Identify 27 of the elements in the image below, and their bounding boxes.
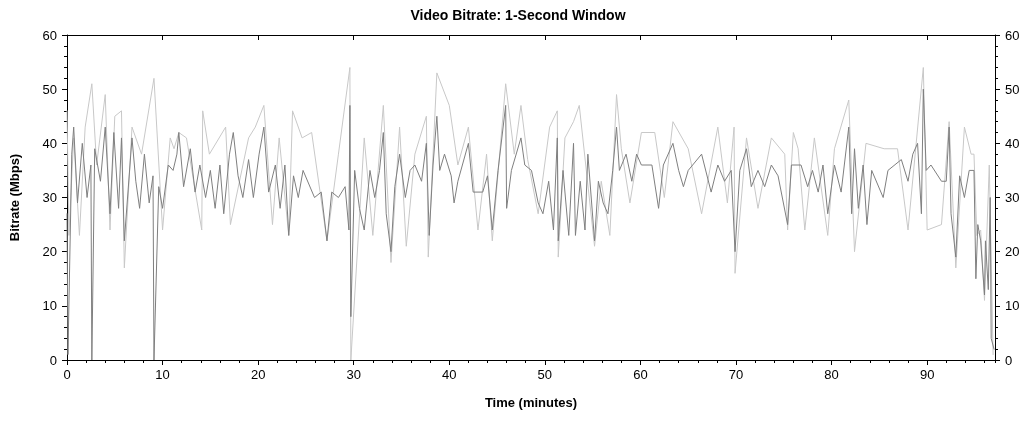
x-tick-label: 60: [633, 367, 648, 382]
x-tick-label: 10: [155, 367, 170, 382]
x-tick-label: 80: [824, 367, 839, 382]
y2-tick-label: 0: [1005, 352, 1013, 368]
x-tick-label: 50: [537, 367, 553, 382]
y2-tick-label: 40: [1005, 135, 1020, 151]
x-tick-label: 70: [728, 367, 744, 382]
y2-tick-label: 10: [1005, 298, 1020, 314]
y2-tick-label: 20: [1005, 244, 1020, 260]
y-tick-label: 40: [42, 135, 57, 151]
x-tick-label: 20: [250, 367, 266, 382]
x-tick-label: 40: [442, 367, 457, 382]
y-tick-label: 0: [49, 352, 57, 368]
y2-tick-label: 30: [1005, 190, 1020, 205]
chart-title: Video Bitrate: 1-Second Window: [410, 7, 626, 23]
x-tick-label: 0: [63, 367, 71, 382]
y-tick-label: 60: [42, 27, 57, 43]
y-tick-label: 50: [42, 81, 57, 97]
x-axis-title: Time (minutes): [484, 395, 578, 410]
x-tick-label: 30: [346, 367, 361, 382]
y-tick-label: 20: [42, 244, 57, 260]
y-tick-label: 30: [42, 190, 57, 205]
y2-tick-label: 50: [1005, 81, 1020, 97]
x-tick-label: 90: [919, 367, 935, 382]
y-tick-label: 10: [42, 298, 57, 314]
y2-tick-label: 60: [1005, 27, 1020, 43]
y-axis-title: Bitrate (Mbps): [7, 153, 22, 242]
